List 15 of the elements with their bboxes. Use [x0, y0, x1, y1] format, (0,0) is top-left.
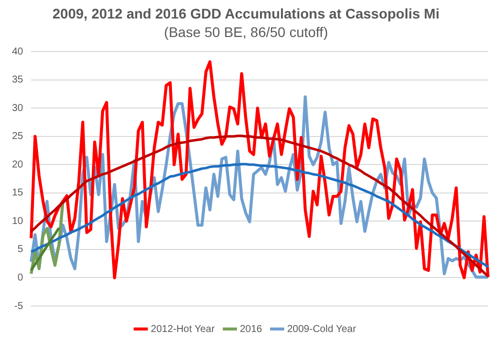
legend-label: 2016 — [240, 324, 263, 335]
y-tick-label: 5 — [18, 244, 24, 256]
y-tick-label: 0 — [18, 272, 24, 284]
y-tick-label: -5 — [14, 300, 24, 312]
legend-label: 2009-Cold Year — [287, 324, 357, 335]
y-tick-label: 30 — [12, 102, 24, 114]
y-tick-label: 20 — [12, 159, 24, 170]
chart-title: 2009, 2012 and 2016 GDD Accumulations at Cassopolis Mi — [52, 5, 440, 22]
y-tick-label: 15 — [12, 188, 24, 199]
y-tick-label: 35 — [12, 74, 24, 86]
y-tick-label: 40 — [12, 46, 24, 58]
y-tick-label: 10 — [12, 216, 24, 227]
y-tick-label: 25 — [12, 131, 24, 142]
chart-subtitle: (Base 50 BE, 86/50 cutoff) — [164, 24, 328, 40]
legend-label: 2012-Hot Year — [150, 324, 216, 335]
